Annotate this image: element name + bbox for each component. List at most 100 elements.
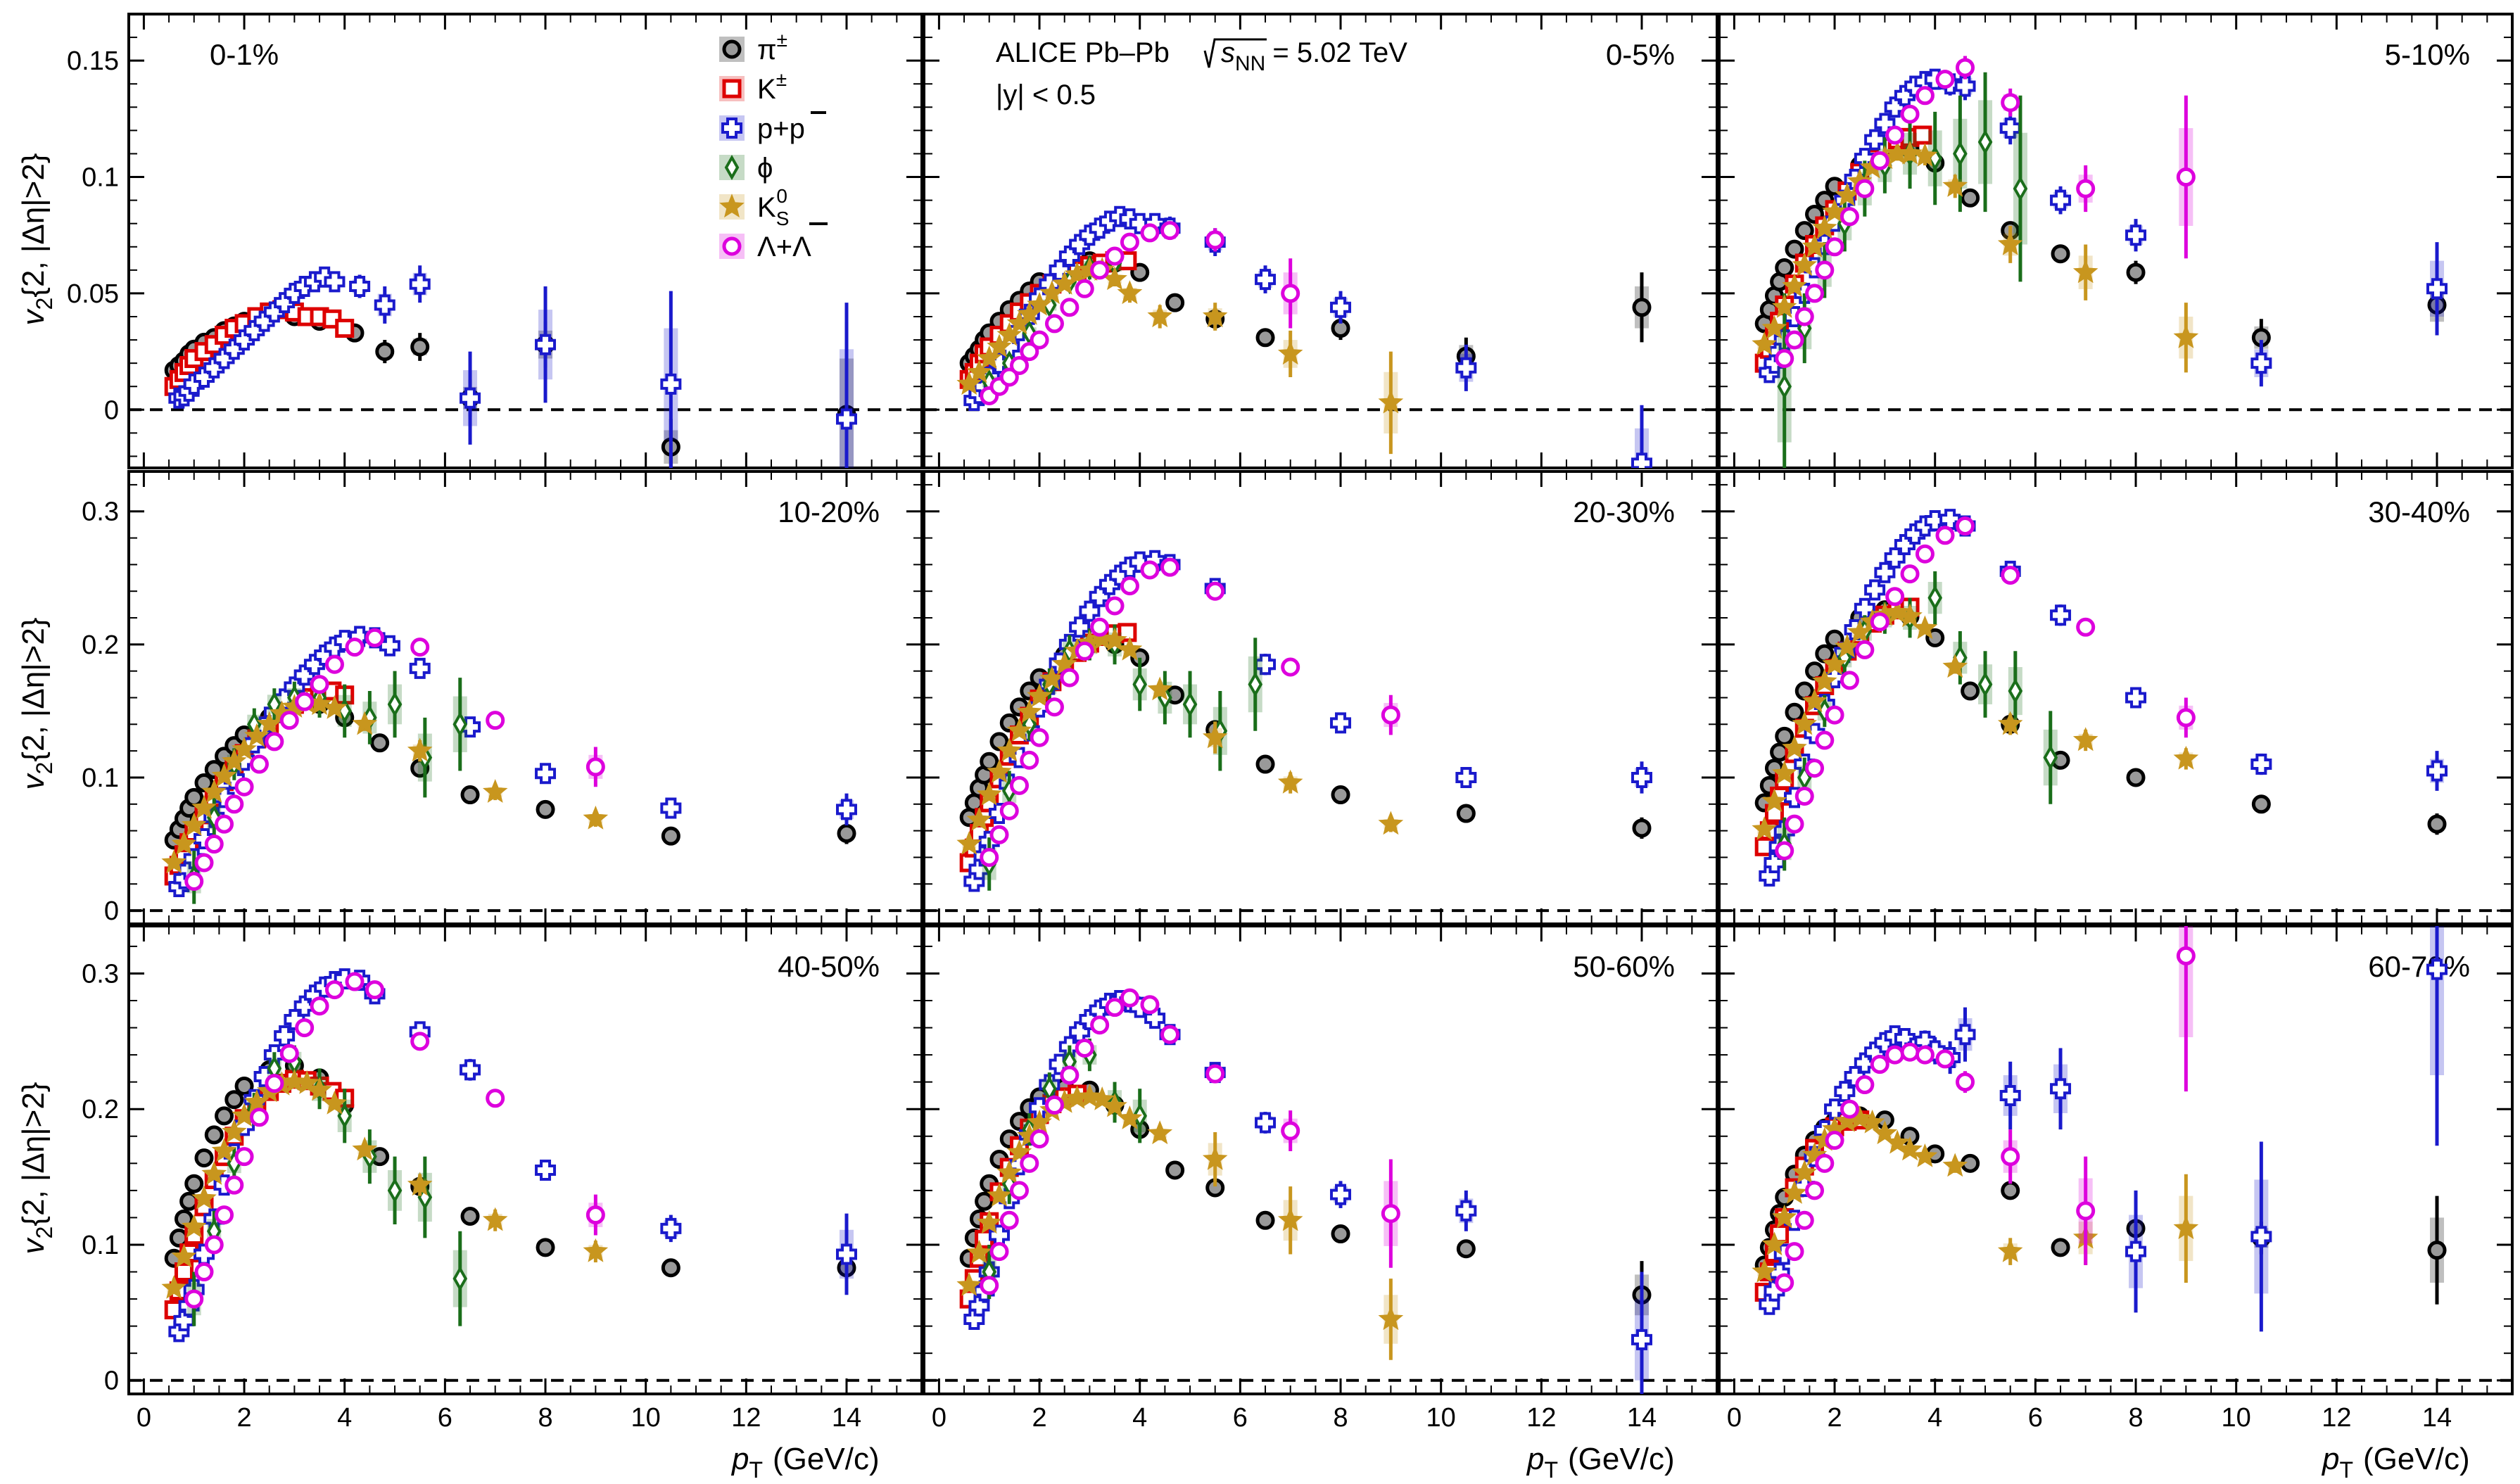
legend-label: K± — [757, 68, 787, 105]
x-tick-label: 14 — [1627, 1403, 1657, 1433]
data-point — [2426, 278, 2448, 300]
data-point — [2125, 687, 2147, 709]
series-Λ+Λ̄ — [980, 557, 1400, 867]
centrality-label: 30-40% — [2368, 495, 2470, 528]
series-p+p̄ — [1759, 68, 2448, 387]
data-point — [975, 1191, 994, 1211]
series-Λ+Λ̄ — [980, 221, 1300, 405]
data-point — [1761, 788, 1787, 813]
data-point — [1205, 1064, 1225, 1084]
data-point — [1160, 221, 1180, 241]
data-point — [1255, 269, 1277, 291]
data-point — [535, 1159, 557, 1181]
x-tick-label: 2 — [1032, 1403, 1046, 1433]
data-point — [1942, 654, 1968, 678]
series-p+p̄ — [963, 205, 1653, 468]
panel-60-70%: 0 2 4 6 8 10 12 14 60-70% — [1718, 925, 2514, 1433]
data-point — [2125, 224, 2147, 246]
data-point — [1770, 742, 1790, 762]
data-point — [1202, 724, 1228, 749]
data-point — [1764, 852, 1785, 874]
x-tick-label: 6 — [2028, 1403, 2043, 1433]
legend-marker — [722, 79, 742, 99]
panel-frame — [127, 470, 923, 925]
data-layer — [164, 265, 858, 468]
x-tick-label: 4 — [1132, 1403, 1147, 1433]
data-point — [204, 1235, 224, 1255]
data-point — [1120, 576, 1139, 596]
data-point — [1785, 239, 1804, 259]
data-point — [2076, 179, 2096, 198]
data-point — [322, 695, 348, 719]
data-point — [224, 794, 244, 814]
series-Λ+Λ̄ — [1775, 516, 2196, 861]
legend-item: K± — [719, 68, 787, 105]
data-point — [295, 692, 315, 711]
data-point — [1794, 1210, 1814, 1230]
y-axis-label-row-0: v2{2, |Δη|>2} — [16, 153, 57, 326]
panel-frame — [127, 13, 923, 469]
data-point — [583, 1238, 609, 1262]
data-point — [1822, 651, 1847, 676]
data-point — [585, 1205, 605, 1225]
data-point — [1805, 1181, 1825, 1200]
data-point — [204, 1125, 224, 1145]
data-point — [1771, 760, 1797, 785]
data-point — [976, 1210, 1002, 1234]
centrality-label: 5-10% — [2385, 38, 2470, 71]
data-point — [374, 294, 395, 316]
data-point — [980, 751, 999, 771]
data-point — [1954, 1024, 1976, 1046]
data-point — [1935, 1049, 1955, 1069]
data-point — [407, 1172, 433, 1196]
data-point — [1277, 769, 1303, 794]
legend-marker — [722, 39, 742, 59]
data-point — [1954, 75, 1976, 97]
data-point — [1761, 1231, 1787, 1256]
x-tick-label: 8 — [1333, 1403, 1348, 1433]
data-point — [324, 980, 344, 1000]
data-point — [1090, 617, 1110, 637]
data-point — [281, 1068, 308, 1093]
data-point — [173, 1309, 195, 1331]
data-point — [1802, 234, 1828, 258]
x-tick-label: 12 — [1526, 1403, 1556, 1433]
data-point — [2427, 814, 2447, 834]
sqrt-symbol — [1203, 38, 1267, 68]
x-tick-label: 4 — [1927, 1403, 1942, 1433]
data-point — [387, 1177, 403, 1203]
data-point — [1815, 730, 1835, 750]
data-point — [2051, 1238, 2070, 1257]
data-point — [310, 675, 329, 695]
data-point — [1752, 816, 1777, 840]
data-point — [2050, 1078, 2072, 1100]
data-point — [1020, 750, 1039, 770]
series-π± — [959, 1077, 1652, 1329]
data-point — [1010, 775, 1030, 795]
y-tick-label: 0.2 — [82, 1095, 119, 1124]
data-point — [2173, 745, 2199, 770]
data-point — [1825, 705, 1844, 725]
data-point — [224, 1175, 244, 1195]
experiment-label: ALICE Pb–Pb — [996, 37, 1170, 68]
data-point — [1058, 246, 1080, 267]
data-point — [966, 1239, 992, 1264]
data-point — [1775, 1273, 1794, 1293]
data-point — [836, 408, 858, 430]
data-point — [1132, 671, 1148, 697]
data-point — [1897, 603, 1923, 628]
data-point — [661, 1258, 680, 1278]
data-point — [956, 830, 982, 855]
centrality-label: 10-20% — [778, 495, 880, 528]
data-point — [310, 996, 329, 1016]
data-point — [1999, 1084, 2021, 1106]
x-tick-label: 8 — [2128, 1403, 2143, 1433]
data-point — [1874, 562, 1896, 583]
data-point — [409, 657, 431, 679]
data-point — [460, 1059, 481, 1081]
data-point — [2013, 176, 2028, 202]
data-point — [1144, 1008, 1166, 1029]
legend-label: ϕ — [757, 153, 773, 184]
data-point — [171, 830, 197, 855]
